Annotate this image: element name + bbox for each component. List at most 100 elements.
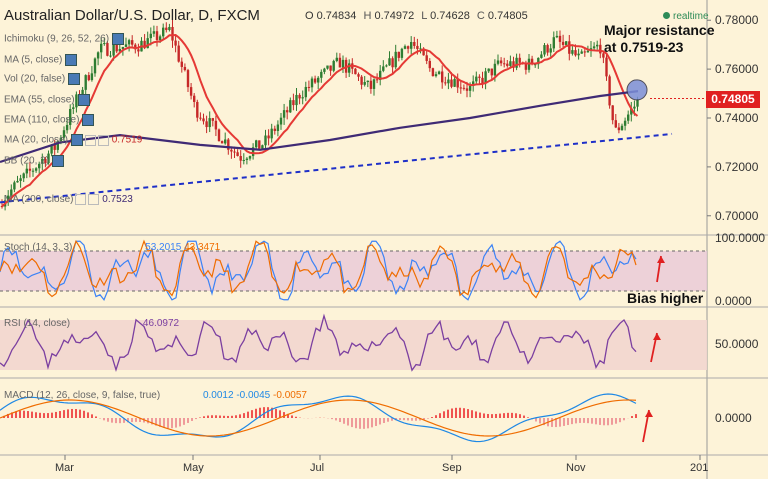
- candle-body: [543, 45, 546, 55]
- candle-body: [155, 31, 159, 41]
- legend-sma200[interactable]: MA (200, close) 0.7523: [4, 194, 133, 205]
- settings-icon[interactable]: [70, 134, 83, 146]
- macd-hist-bar: [391, 418, 393, 421]
- realtime-label: realtime: [673, 11, 709, 22]
- candle-body: [261, 145, 264, 149]
- macd-hist-bar: [387, 418, 389, 422]
- chart-title: Australian Dollar/U.S. Dollar, D, FXCM: [4, 7, 260, 24]
- candle-body: [611, 105, 614, 121]
- candle-body: [276, 124, 280, 131]
- candle-body: [152, 31, 156, 34]
- macd-hist-bar: [155, 418, 157, 426]
- candle-body: [313, 78, 317, 83]
- resistance-annotation-2: at 0.7519-23: [604, 39, 684, 55]
- legend-bb[interactable]: BB (20, 2): [4, 155, 65, 167]
- macd-hist-bar: [215, 415, 217, 418]
- y-tick-label: 0.70000: [715, 209, 759, 223]
- legend-ma5-label: MA (5, close): [4, 54, 63, 66]
- candle-body: [465, 88, 469, 91]
- candle-body: [282, 110, 286, 118]
- legend-ma20[interactable]: MA (20, close) 0.7519: [4, 134, 142, 146]
- candle-body: [72, 107, 75, 109]
- settings-icon[interactable]: [65, 54, 78, 66]
- macd-hist-bar: [187, 418, 189, 423]
- candle-body: [382, 66, 385, 71]
- candle-body: [189, 87, 193, 96]
- macd-hist-bar: [347, 418, 349, 426]
- macd-hist-bar: [563, 418, 565, 426]
- macd-hist-bar: [535, 418, 537, 422]
- candle-body: [462, 87, 466, 89]
- macd-hist-bar: [111, 418, 113, 423]
- candle-body: [515, 57, 518, 68]
- support-trendline: [0, 132, 673, 204]
- candle-body: [490, 68, 493, 76]
- candle-body: [162, 27, 165, 37]
- candle-body: [335, 57, 338, 61]
- candle-body: [503, 63, 506, 65]
- macd-line: [0, 393, 637, 443]
- eye-icon[interactable]: [75, 194, 87, 205]
- macd-hist-bar: [251, 410, 253, 418]
- settings-icon[interactable]: [112, 33, 125, 45]
- candle-body: [602, 53, 605, 58]
- candle-body: [484, 71, 487, 84]
- candle-body: [103, 43, 106, 45]
- macd-hist-bar: [23, 410, 25, 418]
- candle-body: [397, 51, 400, 58]
- candle-body: [62, 130, 66, 138]
- macd-legend[interactable]: MACD (12, 26, close, 9, false, true) 0.0…: [4, 390, 307, 401]
- candle-body: [623, 120, 627, 126]
- macd-hist-bar: [603, 418, 605, 426]
- macd-hist-bar: [227, 415, 229, 418]
- candle-body: [366, 80, 369, 83]
- close-icon[interactable]: [97, 134, 109, 146]
- candle-body: [320, 71, 323, 78]
- settings-icon[interactable]: [52, 155, 65, 167]
- legend-ema55[interactable]: EMA (55, close): [4, 94, 90, 106]
- macd-hist-bar: [343, 418, 345, 424]
- candle-body: [493, 63, 497, 76]
- rsi-tick-label: 50.0000: [715, 337, 759, 351]
- realtime-indicator: realtime: [663, 11, 709, 22]
- candle-body: [487, 68, 490, 72]
- legend-ema55-label: EMA (55, close): [4, 94, 75, 106]
- candle-body: [165, 27, 168, 31]
- legend-ma5[interactable]: MA (5, close): [4, 54, 78, 66]
- macd-hist-bar: [355, 418, 357, 429]
- macd-hist-bar: [539, 418, 541, 424]
- macd-hist-bar: [331, 418, 333, 420]
- candle-body: [338, 57, 342, 68]
- candle-body: [605, 57, 608, 77]
- candle-body: [447, 79, 450, 84]
- close-icon[interactable]: [88, 194, 100, 205]
- macd-hist-bar: [235, 415, 237, 418]
- candle-body: [10, 189, 13, 196]
- macd-hist-bar: [523, 415, 525, 418]
- legend-ema110[interactable]: EMA (110, close): [4, 114, 95, 126]
- candle-body: [65, 124, 69, 131]
- candle-body: [227, 139, 230, 150]
- settings-icon[interactable]: [77, 94, 90, 106]
- macd-hist-bar: [279, 410, 281, 418]
- macd-hist-bar: [47, 413, 49, 418]
- macd-hist-bar: [139, 418, 141, 423]
- rsi-legend[interactable]: RSI (14, close) 46.0972: [4, 318, 179, 329]
- candle-body: [106, 43, 109, 56]
- macd-hist-bar: [447, 409, 449, 418]
- legend-vol[interactable]: Vol (20, false): [4, 73, 81, 85]
- macd-hist-value: -0.0057: [273, 390, 307, 401]
- eye-icon[interactable]: [84, 134, 96, 146]
- settings-icon[interactable]: [68, 73, 81, 85]
- macd-hist-bar: [295, 416, 297, 418]
- candle-body: [633, 106, 636, 109]
- price-tag: 0.74805: [706, 91, 760, 108]
- macd-hist-bar: [567, 418, 569, 426]
- candle-body: [292, 100, 295, 106]
- settings-icon[interactable]: [82, 114, 95, 126]
- macd-hist-bar: [543, 418, 545, 426]
- legend-ichimoku[interactable]: Ichimoku (9, 26, 52, 26): [4, 33, 125, 45]
- low-value: 0.74628: [430, 10, 470, 22]
- stoch-legend[interactable]: Stoch (14, 3, 3) 53.2015 43.3471: [4, 242, 220, 253]
- macd-hist-bar: [579, 418, 581, 423]
